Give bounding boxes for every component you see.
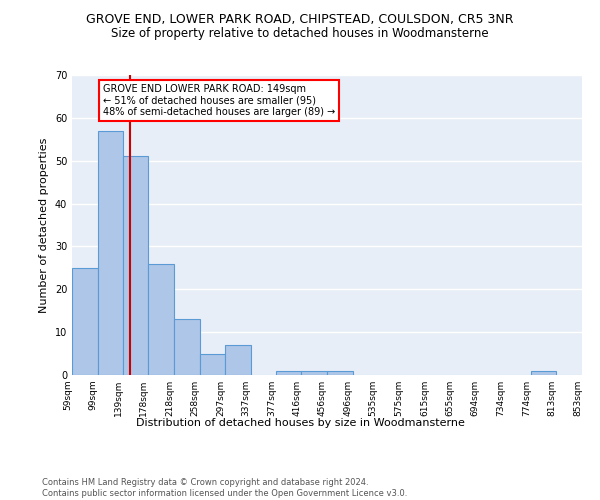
Bar (72, 268, 98, 375)
Bar (148, 264, 174, 375)
Bar (327, 370, 353, 375)
Text: GROVE END, LOWER PARK ROAD, CHIPSTEAD, COULSDON, CR5 3NR: GROVE END, LOWER PARK ROAD, CHIPSTEAD, C… (86, 12, 514, 26)
Bar (531, 370, 556, 375)
Bar (124, 156, 148, 375)
Text: Size of property relative to detached houses in Woodmansterne: Size of property relative to detached ho… (111, 28, 489, 40)
Text: GROVE END LOWER PARK ROAD: 149sqm
← 51% of detached houses are smaller (95)
48% : GROVE END LOWER PARK ROAD: 149sqm ← 51% … (103, 84, 335, 117)
Bar (276, 370, 301, 375)
Text: Distribution of detached houses by size in Woodmansterne: Distribution of detached houses by size … (136, 418, 464, 428)
Bar (200, 354, 225, 375)
Bar (174, 320, 200, 375)
Bar (225, 345, 251, 375)
Bar (98, 130, 124, 375)
Bar (301, 370, 327, 375)
Text: Contains HM Land Registry data © Crown copyright and database right 2024.
Contai: Contains HM Land Registry data © Crown c… (42, 478, 407, 498)
Y-axis label: Number of detached properties: Number of detached properties (39, 138, 49, 312)
